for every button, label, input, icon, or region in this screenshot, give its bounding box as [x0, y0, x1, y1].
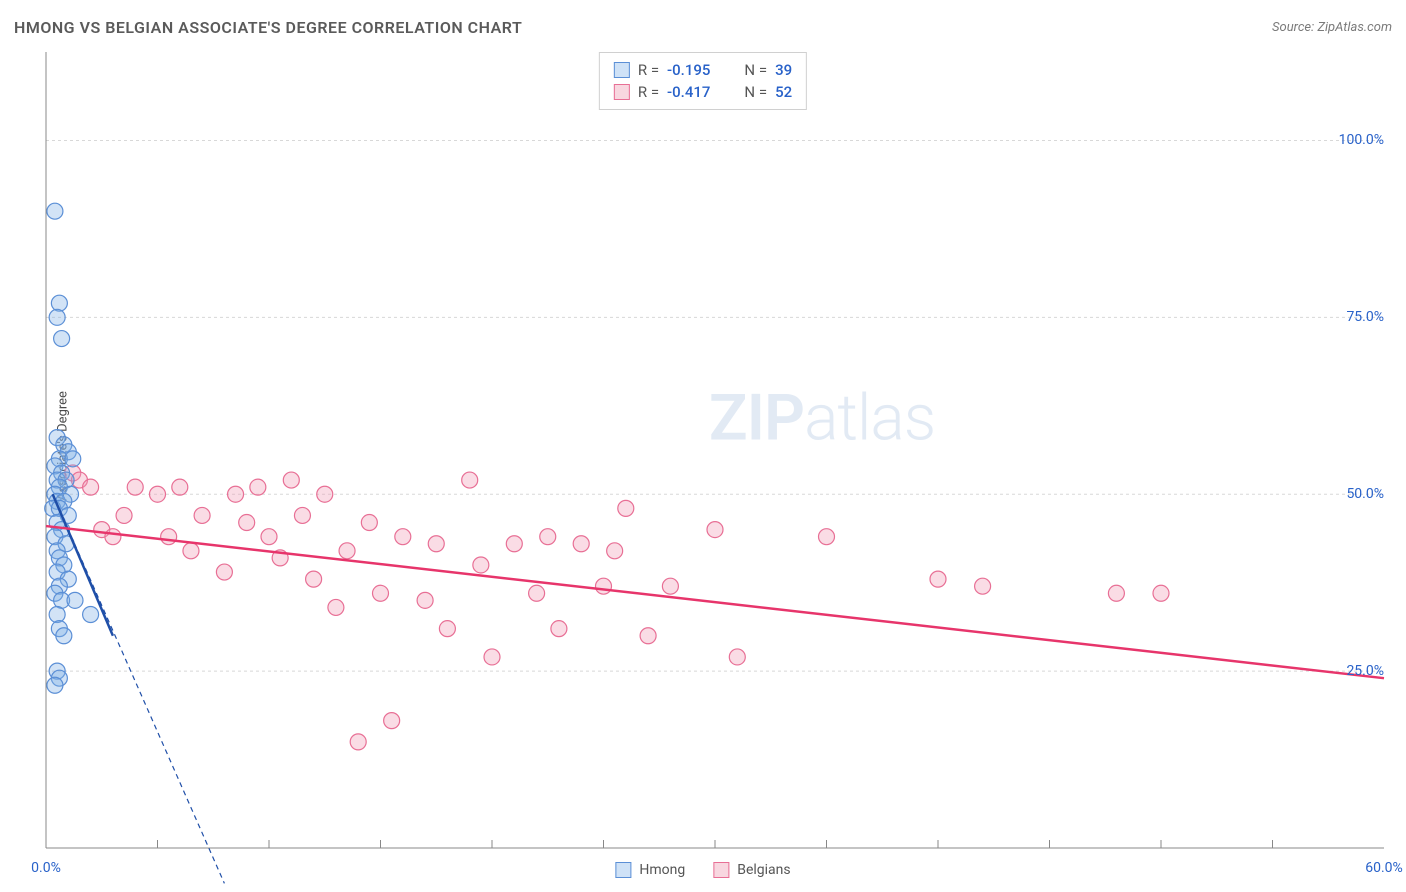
data-point — [484, 649, 500, 665]
data-point — [283, 472, 299, 488]
n-value: 52 — [775, 83, 792, 101]
data-point — [395, 529, 411, 545]
y-tick-label: 50.0% — [1346, 486, 1384, 502]
r-value: -0.195 — [667, 61, 710, 79]
data-point — [462, 472, 478, 488]
data-point — [127, 479, 143, 495]
y-tick-label: 100.0% — [1339, 132, 1384, 148]
data-point — [428, 536, 444, 552]
data-point — [384, 713, 400, 729]
data-point — [83, 479, 99, 495]
data-point — [194, 507, 210, 523]
series-legend-item: Belgians — [713, 862, 790, 878]
n-label: N = — [744, 83, 767, 101]
data-point — [551, 621, 567, 637]
data-point — [54, 331, 70, 347]
data-point — [729, 649, 745, 665]
data-point — [49, 309, 65, 325]
correlation-legend-row: R = -0.417 N = 52 — [614, 81, 792, 103]
data-point — [317, 486, 333, 502]
data-point — [47, 203, 63, 219]
data-point — [183, 543, 199, 559]
data-point — [618, 500, 634, 516]
correlation-legend-row: R = -0.195 N = 39 — [614, 59, 792, 81]
data-point — [506, 536, 522, 552]
points-group — [45, 203, 1169, 750]
series-legend-label: Belgians — [737, 862, 790, 878]
n-label: N = — [744, 61, 767, 79]
data-point — [662, 578, 678, 594]
data-point — [105, 529, 121, 545]
data-point — [56, 628, 72, 644]
data-point — [83, 607, 99, 623]
data-point — [640, 628, 656, 644]
data-point — [350, 734, 366, 750]
legend-swatch-icon — [614, 62, 630, 78]
data-point — [150, 486, 166, 502]
legend-swatch-icon — [614, 84, 630, 100]
data-point — [529, 585, 545, 601]
data-point — [373, 585, 389, 601]
data-point — [172, 479, 188, 495]
data-point — [573, 536, 589, 552]
data-point — [161, 529, 177, 545]
data-point — [930, 571, 946, 587]
data-point — [228, 486, 244, 502]
series-legend: Hmong Belgians — [615, 862, 790, 878]
trends-group — [46, 494, 1384, 883]
legend-swatch-icon — [713, 862, 729, 878]
source-label: Source: ZipAtlas.com — [1272, 20, 1392, 35]
data-point — [67, 592, 83, 608]
data-point — [239, 515, 255, 531]
y-tick-label: 25.0% — [1346, 663, 1384, 679]
data-point — [65, 451, 81, 467]
data-point — [473, 557, 489, 573]
data-point — [250, 479, 266, 495]
series-legend-item: Hmong — [615, 862, 685, 878]
data-point — [49, 607, 65, 623]
x-tick-label: 60.0% — [1365, 860, 1403, 876]
data-point — [261, 529, 277, 545]
data-point — [707, 522, 723, 538]
chart-title: HMONG VS BELGIAN ASSOCIATE'S DEGREE CORR… — [14, 18, 522, 37]
data-point — [975, 578, 991, 594]
correlation-legend: R = -0.195 N = 39 R = -0.417 N = 52 — [599, 52, 807, 110]
data-point — [439, 621, 455, 637]
r-value: -0.417 — [667, 83, 710, 101]
r-label: R = — [638, 83, 659, 101]
y-tick-label: 75.0% — [1346, 309, 1384, 325]
data-point — [417, 592, 433, 608]
data-point — [607, 543, 623, 559]
data-point — [540, 529, 556, 545]
plot-area: ZIPatlas 25.0%50.0%75.0%100.0% 0.0%60.0% — [46, 52, 1384, 848]
data-point — [1153, 585, 1169, 601]
data-point — [596, 578, 612, 594]
r-label: R = — [638, 61, 659, 79]
series-legend-label: Hmong — [639, 862, 685, 878]
legend-swatch-icon — [615, 862, 631, 878]
data-point — [116, 507, 132, 523]
data-point — [47, 677, 63, 693]
data-point — [306, 571, 322, 587]
data-point — [216, 564, 232, 580]
trend-line — [46, 526, 1384, 678]
data-point — [819, 529, 835, 545]
data-point — [339, 543, 355, 559]
data-point — [328, 599, 344, 615]
data-point — [1108, 585, 1124, 601]
data-point — [51, 295, 67, 311]
n-value: 39 — [775, 61, 792, 79]
scatter-plot-svg — [46, 52, 1384, 848]
data-point — [294, 507, 310, 523]
data-point — [361, 515, 377, 531]
x-tick-label: 0.0% — [31, 860, 61, 876]
